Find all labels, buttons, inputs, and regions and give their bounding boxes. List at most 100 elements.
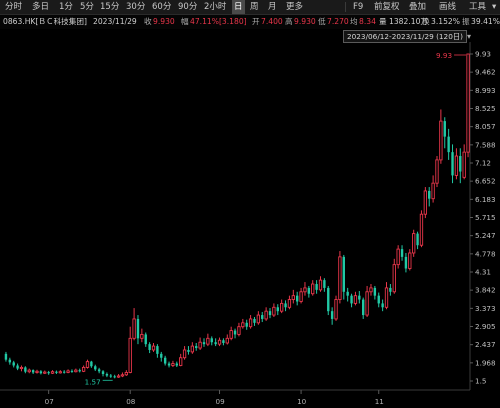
period-tab-10[interactable]: 周 xyxy=(250,2,259,12)
candle-body-down xyxy=(261,315,264,319)
candle-body-up xyxy=(198,341,202,349)
candle-body-up xyxy=(291,295,295,300)
turnover-value: 3.152% xyxy=(431,17,460,26)
y-tick-label: 7.588 xyxy=(475,140,496,149)
period-tab-9[interactable]: 日 xyxy=(232,0,245,14)
candle-body-up xyxy=(462,151,466,178)
candle-body-down xyxy=(175,363,179,366)
candle-body-up xyxy=(396,248,400,266)
candle-body-down xyxy=(195,346,198,349)
candle-body-up xyxy=(43,371,47,374)
candle-body-down xyxy=(381,303,384,308)
candle-body-up xyxy=(353,295,358,304)
candle-body-up xyxy=(318,279,323,291)
candle-body-down xyxy=(268,311,272,316)
amplitude-value: 39.41% xyxy=(471,17,500,26)
candle-body-down xyxy=(144,334,147,345)
candle-body-down xyxy=(187,349,190,352)
candle-body-down xyxy=(24,367,27,372)
candle-body-down xyxy=(459,156,462,172)
y-tick-label: 1.968 xyxy=(475,358,496,367)
candle-body-up xyxy=(303,287,307,293)
candle-body-up xyxy=(299,291,303,302)
candle-body-down xyxy=(404,256,408,269)
toolbar-divider xyxy=(345,2,346,12)
period-tab-11[interactable]: 月 xyxy=(268,2,277,12)
overlay-button[interactable]: 叠加 xyxy=(409,2,427,12)
period-tab-1[interactable]: 多日 xyxy=(32,2,50,12)
candle-body-up xyxy=(392,264,396,293)
open-value: 7.400 xyxy=(261,17,283,26)
candle-body-down xyxy=(342,256,345,292)
period-tab-5[interactable]: 30分 xyxy=(126,2,146,12)
candle-body-up xyxy=(287,299,292,308)
candle-body-down xyxy=(202,342,206,345)
candle-body-up xyxy=(412,233,416,254)
chevron-down-icon[interactable]: ▾ xyxy=(492,2,497,12)
f9-button[interactable]: F9 xyxy=(353,2,364,12)
y-tick-label: 2.905 xyxy=(475,322,496,331)
candle-body-up xyxy=(423,190,427,215)
candle-body-down xyxy=(330,311,334,319)
candle-body-down xyxy=(70,370,74,372)
candle-body-up xyxy=(280,302,284,312)
candle-body-up xyxy=(454,155,459,176)
candle-body-down xyxy=(163,357,167,364)
close-value: 9.930 xyxy=(153,17,175,26)
volume-value: 量 1382.10万 xyxy=(379,17,429,26)
candle-body-down xyxy=(233,330,237,335)
open-label: 开 xyxy=(252,17,260,26)
date-range-selector[interactable]: 2023/06/12-2023/11/29 (120日) xyxy=(343,30,467,43)
draw-button[interactable]: 画线 xyxy=(439,2,457,12)
candle-body-up xyxy=(264,310,268,320)
y-tick-label: 1.5 xyxy=(475,377,486,386)
y-tick-label: 4.31 xyxy=(475,268,491,277)
candle-body-up xyxy=(334,299,338,320)
candle-body-down xyxy=(307,287,311,294)
x-tick-label: 11 xyxy=(375,397,384,406)
period-tab-3[interactable]: 5分 xyxy=(80,2,94,12)
period-tab-6[interactable]: 60分 xyxy=(152,2,172,12)
candle-body-up xyxy=(311,283,315,295)
low-label: 低 xyxy=(318,17,326,26)
period-tab-8[interactable]: 2小时 xyxy=(204,2,227,12)
candle-body-down xyxy=(451,152,454,176)
period-tab-0[interactable]: 分时 xyxy=(5,2,23,12)
stock-code-name[interactable]: 0863.HK[ＢＣ科技集团] xyxy=(3,17,87,26)
candle-body-up xyxy=(237,326,241,335)
candle-body-up xyxy=(74,369,78,373)
period-tab-12[interactable]: 更多 xyxy=(286,2,304,12)
candle-body-down xyxy=(148,344,151,350)
candle-body-down xyxy=(55,371,58,373)
y-tick-label: 4.778 xyxy=(475,249,496,258)
change-value: 47.11%[3.180] xyxy=(190,17,247,26)
period-tab-7[interactable]: 90分 xyxy=(178,2,198,12)
candle-body-up xyxy=(408,252,412,269)
period-tab-2[interactable]: 1分 xyxy=(59,2,73,12)
y-tick-label: 3.842 xyxy=(475,286,496,295)
candle-body-down xyxy=(400,249,404,257)
candle-body-up xyxy=(225,337,229,344)
y-tick-label: 9.462 xyxy=(475,68,496,77)
candle-body-up xyxy=(85,361,90,368)
candle-body-down xyxy=(101,371,105,375)
avg-value: 8.34 xyxy=(359,17,376,26)
chevron-down-icon[interactable]: ▾ xyxy=(467,32,472,41)
candle-body-down xyxy=(78,370,81,372)
candle-body-down xyxy=(156,346,159,354)
period-tab-4[interactable]: 15分 xyxy=(100,2,120,12)
adjust-button[interactable]: 前复权 xyxy=(374,2,400,12)
candle-body-up xyxy=(66,370,70,373)
tools-button[interactable]: 工具 xyxy=(469,2,487,12)
candle-body-down xyxy=(16,365,19,369)
candle-body-down xyxy=(136,318,140,339)
close-label: 收 xyxy=(144,17,152,26)
candle-body-down xyxy=(362,299,365,316)
candle-body-down xyxy=(167,363,171,366)
candlestick-chart[interactable]: 9.93 9.462 8.993 8.525 8.057 7.588 7.12 6.652 6.… xyxy=(0,42,500,408)
candle-body-up xyxy=(431,182,435,200)
y-tick-label: 2.437 xyxy=(475,340,496,349)
x-tick-label: 09 xyxy=(216,397,226,406)
min-price-label: 1.57 xyxy=(85,377,101,386)
avg-label: 均 xyxy=(350,17,358,26)
